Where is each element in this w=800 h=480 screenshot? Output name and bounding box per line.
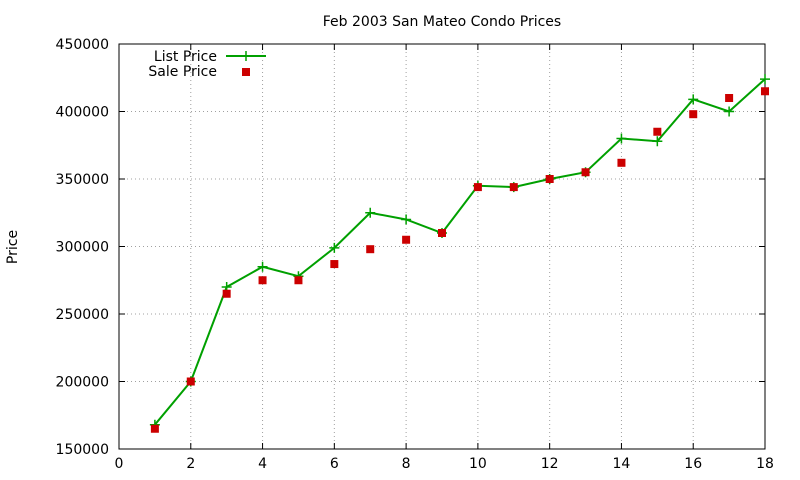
sale-price-point xyxy=(473,183,482,192)
list-price-point xyxy=(724,106,735,117)
y-tick-label: 150000 xyxy=(56,442,109,458)
list-price-point xyxy=(401,214,412,225)
list-price-point xyxy=(257,261,268,272)
x-tick-label: 4 xyxy=(258,456,267,472)
x-tick-label: 0 xyxy=(115,456,124,472)
sale-price-point xyxy=(509,183,518,192)
x-tick-label: 14 xyxy=(613,456,631,472)
y-tick-label: 300000 xyxy=(56,240,109,256)
sale-price-point xyxy=(581,168,590,177)
sale-price-point xyxy=(294,276,303,285)
list-price-point xyxy=(616,133,627,144)
sale-price-point xyxy=(653,127,662,136)
y-axis-label: Price xyxy=(5,230,21,264)
x-tick-label: 16 xyxy=(684,456,702,472)
sale-price-point xyxy=(761,87,769,96)
x-tick-label: 6 xyxy=(330,456,339,472)
sale-price-point xyxy=(689,110,698,119)
x-tick-label: 10 xyxy=(469,456,487,472)
sale-price-point xyxy=(617,158,626,167)
sale-price-point xyxy=(366,245,375,254)
axes: 0 2 4 6 8 10 12 14 16 18 150000 200000 250000 300000 3… xyxy=(56,37,774,472)
list-price-point xyxy=(688,94,699,105)
legend-label-list-price: List Price xyxy=(154,49,217,65)
grid-lines xyxy=(119,44,765,449)
sale-price-point xyxy=(545,175,554,183)
sale-price-point xyxy=(725,94,734,102)
sale-price-point xyxy=(330,260,339,269)
sale-price-point xyxy=(258,276,267,285)
legend-label-sale-price: Sale Price xyxy=(148,64,217,80)
y-tick-label: 350000 xyxy=(56,172,109,188)
y-tick-label: 400000 xyxy=(56,105,109,121)
sale-price-point xyxy=(150,424,159,433)
x-tick-label: 2 xyxy=(186,456,195,472)
list-price-point xyxy=(365,207,376,218)
x-tick-label: 8 xyxy=(402,456,411,472)
list-price-line xyxy=(154,78,766,426)
sale-price-point xyxy=(402,235,411,244)
x-tick-label: 18 xyxy=(756,456,774,472)
plot-frame xyxy=(118,43,766,450)
list-price-point xyxy=(760,74,770,85)
legend: List Price Sale Price xyxy=(148,49,266,80)
sale-price-point xyxy=(222,289,231,298)
list-price-point xyxy=(652,136,663,147)
x-tick-label: 12 xyxy=(541,456,559,472)
series-layer xyxy=(149,74,770,433)
y-tick-label: 450000 xyxy=(56,37,109,53)
sale-price-point xyxy=(438,229,446,237)
y-tick-label: 250000 xyxy=(56,307,109,323)
y-tick-label: 200000 xyxy=(56,375,109,391)
chart-title: Feb 2003 San Mateo Condo Prices xyxy=(323,14,561,30)
list-price-point xyxy=(329,242,340,253)
legend-marker-sale-price xyxy=(242,68,250,76)
sale-price-point xyxy=(186,377,195,386)
legend-marker-list-price xyxy=(241,51,251,61)
